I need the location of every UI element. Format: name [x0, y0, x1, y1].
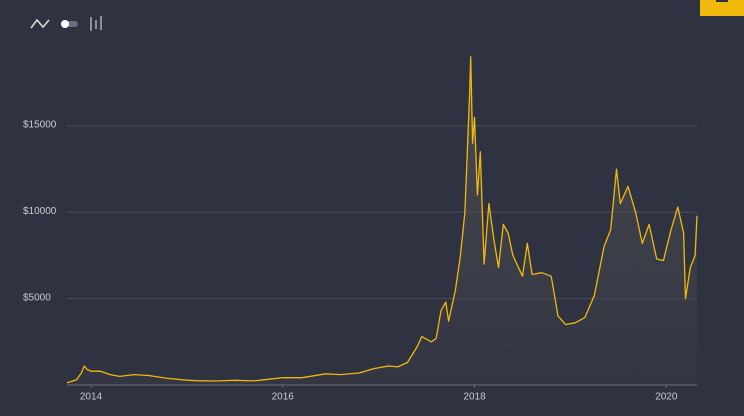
x-tick-label: 2020	[655, 392, 678, 403]
line-chart-button[interactable]	[30, 18, 50, 29]
x-tick-label: 2016	[272, 392, 295, 403]
chart-type-toolbar	[30, 16, 102, 31]
y-tick-label: $15000	[23, 120, 57, 131]
x-tick-label: 2014	[80, 392, 103, 403]
y-tick-label: $10000	[23, 206, 57, 217]
toggle-switch[interactable]	[61, 20, 78, 28]
candlestick-chart-button[interactable]	[90, 16, 102, 31]
y-tick-label: $5000	[23, 292, 51, 303]
x-tick-label: 2018	[463, 392, 486, 403]
price-line	[66, 56, 698, 384]
menu-button[interactable]	[700, 0, 744, 16]
menu-icon	[716, 0, 728, 2]
plot-area: $5000 $10000 $15000 2014 2016 2018 2020	[23, 56, 698, 403]
area-fill	[67, 56, 697, 386]
